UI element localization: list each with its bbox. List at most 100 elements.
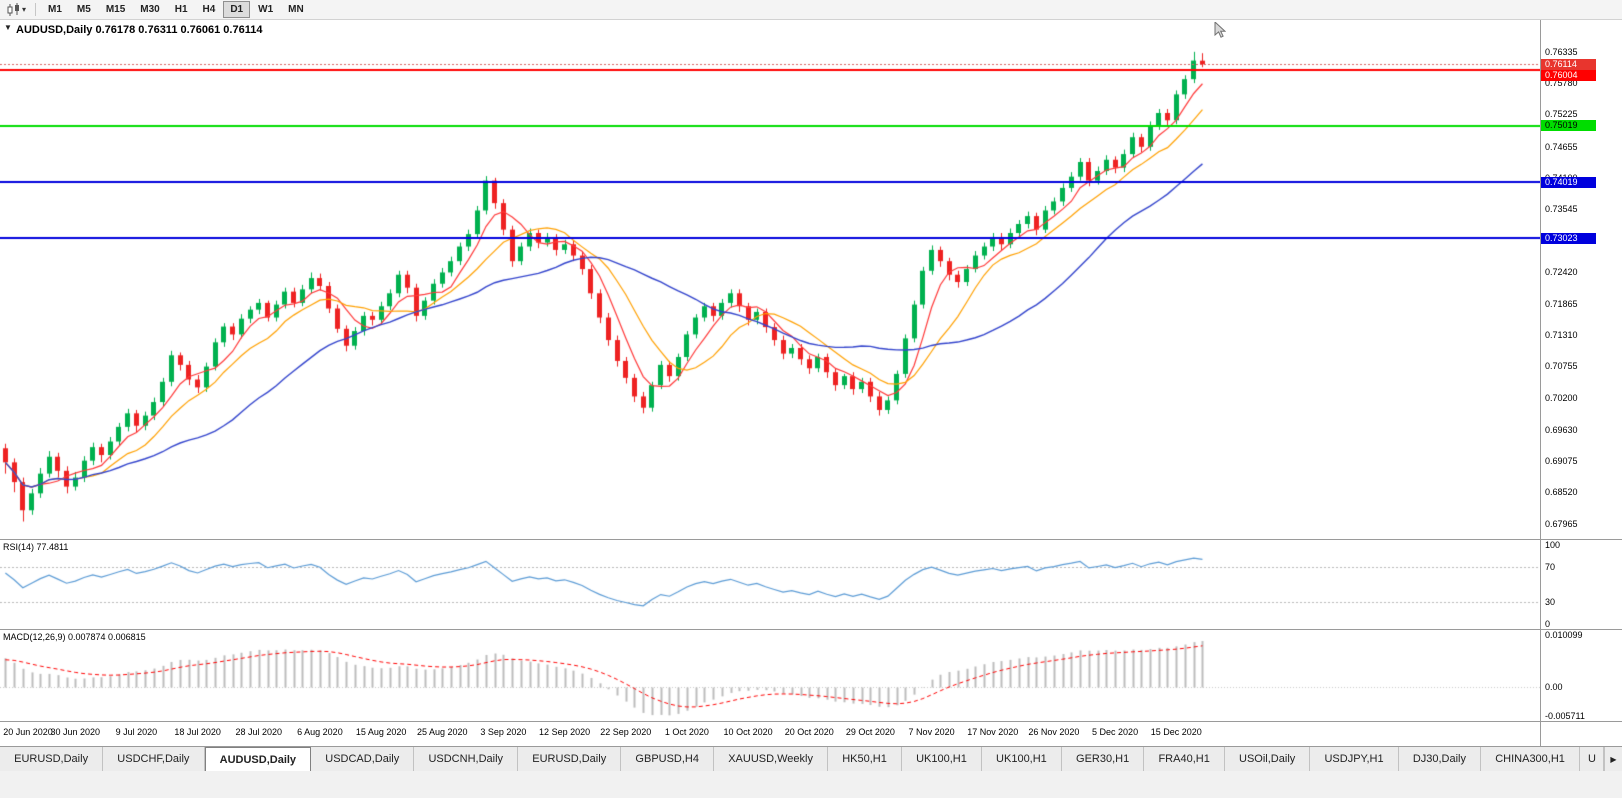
chart-tab-usdjpy-h1[interactable]: USDJPY,H1: [1310, 747, 1399, 771]
chart-title: AUDUSD,Daily 0.76178 0.76311 0.76061 0.7…: [16, 24, 263, 36]
price-marker: 0.76004: [1541, 69, 1596, 81]
date-axis-row: 20 Jun 2020 30 Jun 2020 9 Jul 2020 18 Jul 2…: [0, 722, 1622, 746]
price-axis-tick: 0.76335: [1545, 46, 1578, 57]
rsi-plot[interactable]: RSI(14) 77.4811: [0, 540, 1541, 629]
candlestick-chart-icon[interactable]: [6, 2, 21, 17]
chart-tab-china300-h1[interactable]: CHINA300,H1: [1481, 747, 1581, 771]
chart-tab-ger30-h1[interactable]: GER30,H1: [1061, 747, 1145, 771]
main-toolbar: ▾ M1 M5 M15 M30 H1 H4 D1 W1 MN: [0, 0, 1622, 20]
macd-axis-tick: -0.005711: [1545, 711, 1585, 721]
price-marker: 0.73023: [1541, 232, 1596, 244]
tab-bar: EURUSD,Daily USDCHF,Daily AUDUSD,Daily USDC…: [0, 746, 1622, 771]
chart-tab-usdchf-daily[interactable]: USDCHF,Daily: [103, 747, 205, 771]
price-marker: 0.74019: [1541, 176, 1596, 188]
timeframe-toolbar: M1 M5 M15 M30 H1 H4 D1 W1 MN: [41, 1, 311, 18]
date-axis-label: 22 Sep 2020: [600, 727, 652, 737]
rsi-axis-tick: 0: [1545, 619, 1551, 629]
date-axis-label: 15 Aug 2020: [355, 727, 407, 737]
date-axis-label: 6 Aug 2020: [297, 727, 343, 737]
tab-scroll-right-icon: ▶: [1610, 754, 1617, 764]
rsi-axis-tick: 100: [1545, 540, 1561, 550]
date-axis-corner: [1541, 722, 1622, 746]
chart-tab-uk100-h1[interactable]: UK100,H1: [981, 747, 1062, 771]
chart-tab-fra40-h1[interactable]: FRA40,H1: [1144, 747, 1225, 771]
chart-tab-usoil-daily[interactable]: USOil,Daily: [1224, 747, 1311, 771]
rsi-axis[interactable]: 100 70 30 0: [1541, 540, 1622, 629]
macd-axis[interactable]: 0.010099 0.00 -0.005711: [1541, 630, 1622, 721]
date-axis-label: 1 Oct 2020: [664, 727, 709, 737]
timeframe-button-m30[interactable]: M30: [133, 1, 166, 18]
timeframe-button-m15[interactable]: M15: [99, 1, 132, 18]
date-axis-label: 15 Dec 2020: [1150, 727, 1202, 737]
mouse-cursor-icon: [1214, 22, 1227, 38]
chart-tab-usdcnh-daily[interactable]: USDCNH,Daily: [414, 747, 519, 771]
date-axis-label: 20 Oct 2020: [784, 727, 834, 737]
rsi-label: RSI(14) 77.4811: [3, 542, 69, 552]
window-bottom-space: [0, 771, 1622, 798]
price-axis-tick: 0.72420: [1545, 267, 1578, 278]
macd-plot[interactable]: MACD(12,26,9) 0.007874 0.006815: [0, 630, 1541, 721]
date-axis-label: 5 Dec 2020: [1092, 727, 1139, 737]
date-axis-label: 29 Oct 2020: [845, 727, 895, 737]
timeframe-button-w1[interactable]: W1: [251, 1, 280, 18]
price-marker: 0.75019: [1541, 120, 1596, 132]
date-axis-label: 9 Jul 2020: [115, 727, 158, 737]
rsi-panel: RSI(14) 77.4811 100 70 30 0: [0, 540, 1622, 630]
one-click-trading-icon[interactable]: ▼: [4, 23, 12, 32]
macd-axis-tick: 0.00: [1545, 682, 1563, 693]
macd-axis-tick: 0.010099: [1545, 630, 1583, 640]
rsi-axis-tick: 30: [1545, 597, 1556, 608]
date-axis-label: 18 Jul 2020: [174, 727, 221, 737]
date-axis-label: 20 Jun 2020: [3, 727, 53, 737]
price-axis-tick: 0.71865: [1545, 298, 1578, 309]
price-axis-tick: 0.67965: [1545, 518, 1578, 529]
timeframe-button-m1[interactable]: M1: [41, 1, 69, 18]
toolbar-separator: [35, 3, 37, 16]
chart-tab-usdcad-daily[interactable]: USDCAD,Daily: [311, 747, 415, 771]
chart-tab-hk50-h1[interactable]: HK50,H1: [828, 747, 902, 771]
price-axis-tick: 0.73545: [1545, 204, 1578, 215]
chart-tab-audusd-daily[interactable]: AUDUSD,Daily: [204, 747, 312, 771]
timeframe-button-h4[interactable]: H4: [196, 1, 223, 18]
price-axis-tick: 0.74655: [1545, 141, 1578, 152]
date-axis-plot[interactable]: 20 Jun 2020 30 Jun 2020 9 Jul 2020 18 Jul 2…: [0, 722, 1541, 746]
macd-panel: MACD(12,26,9) 0.007874 0.006815 0.010099…: [0, 630, 1622, 722]
rsi-canvas[interactable]: [0, 540, 1540, 629]
macd-canvas[interactable]: [0, 630, 1540, 721]
macd-label: MACD(12,26,9) 0.007874 0.006815: [3, 632, 146, 642]
price-chart-canvas[interactable]: [0, 20, 1540, 539]
tab-scroll-right[interactable]: ▶: [1604, 747, 1622, 771]
timeframe-button-h1[interactable]: H1: [168, 1, 195, 18]
price-axis-tick: 0.75780: [1545, 78, 1578, 89]
chart-tab-xauusd-weekly[interactable]: XAUUSD,Weekly: [714, 747, 829, 771]
timeframe-button-m5[interactable]: M5: [70, 1, 98, 18]
price-axis-tick: 0.68520: [1545, 487, 1578, 498]
price-axis[interactable]: 0.763350.757800.752250.746550.741000.735…: [1541, 20, 1622, 539]
date-axis-label: 10 Oct 2020: [723, 727, 773, 737]
chart-tab-eurusd-daily[interactable]: EURUSD,Daily: [518, 747, 622, 771]
timeframe-button-d1[interactable]: D1: [223, 1, 251, 18]
chart-tab-gbpusd-h4[interactable]: GBPUSD,H4: [621, 747, 715, 771]
date-axis-label: 3 Sep 2020: [480, 727, 527, 737]
date-axis-label: 25 Aug 2020: [416, 727, 468, 737]
date-axis-label: 17 Nov 2020: [967, 727, 1019, 737]
price-axis-tick: 0.71310: [1545, 330, 1578, 340]
price-plot[interactable]: ▼ AUDUSD,Daily 0.76178 0.76311 0.76061 0…: [0, 20, 1541, 539]
date-axis-label: 12 Sep 2020: [539, 727, 591, 737]
price-panel: ▼ AUDUSD,Daily 0.76178 0.76311 0.76061 0…: [0, 20, 1622, 540]
chart-tab-dj30-daily[interactable]: DJ30,Daily: [1398, 747, 1482, 771]
chart-tab-uk100-h1[interactable]: UK100,H1: [901, 747, 982, 771]
timeframe-button-mn[interactable]: MN: [281, 1, 311, 18]
price-axis-tick: 0.75225: [1545, 109, 1578, 120]
dropdown-caret-icon[interactable]: ▾: [22, 5, 27, 14]
chart-tabs: EURUSD,Daily USDCHF,Daily AUDUSD,Daily USDC…: [0, 747, 1581, 771]
date-axis-label: 26 Nov 2020: [1028, 727, 1080, 737]
date-axis-label: 7 Nov 2020: [908, 727, 955, 737]
rsi-axis-tick: 70: [1545, 561, 1556, 572]
price-axis-tick: 0.70200: [1545, 392, 1578, 403]
chart-tab-eurusd-daily[interactable]: EURUSD,Daily: [0, 747, 104, 771]
price-axis-tick: 0.70755: [1545, 361, 1578, 372]
chart-tab-partial[interactable]: U: [1580, 747, 1604, 771]
date-axis-label: 30 Jun 2020: [50, 727, 101, 737]
